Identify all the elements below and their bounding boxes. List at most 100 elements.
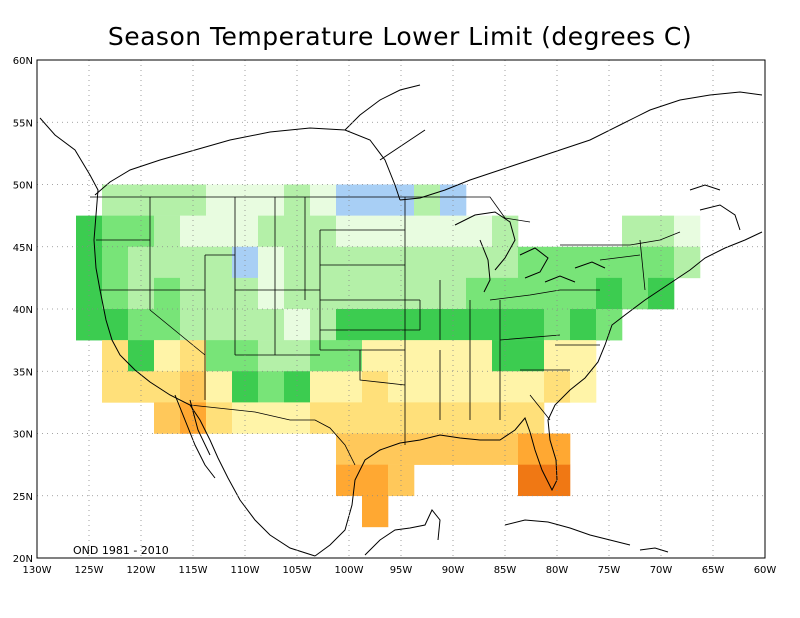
coastline-cuba	[504, 519, 631, 546]
data-cell	[206, 309, 233, 341]
longitude-label: 90W	[442, 565, 465, 576]
data-cell	[674, 215, 701, 248]
data-cell	[440, 277, 467, 310]
data-cell	[102, 184, 129, 216]
data-cell	[336, 246, 363, 279]
us-canada-border	[90, 196, 681, 246]
data-cell	[440, 246, 467, 279]
data-cell	[258, 371, 285, 403]
latitude-label: 60N	[13, 56, 33, 67]
coastline-hispaniola	[639, 547, 669, 553]
latitude-label: 55N	[13, 118, 33, 129]
data-cell	[440, 402, 467, 434]
data-cell	[570, 309, 597, 341]
data-cell	[362, 371, 389, 403]
data-cell	[206, 184, 233, 216]
data-cell	[154, 340, 181, 372]
data-cell	[154, 277, 181, 310]
data-cell	[544, 433, 571, 465]
data-cell	[310, 277, 337, 310]
data-cell	[310, 309, 337, 341]
data-cell	[102, 371, 129, 403]
longitude-label: 100W	[335, 565, 364, 576]
data-cell	[492, 433, 519, 465]
longitude-label: 105W	[283, 565, 312, 576]
latitude-label: 40N	[13, 305, 33, 316]
data-cell	[76, 246, 103, 279]
data-cell	[388, 402, 415, 434]
coastline-west	[39, 117, 316, 557]
coastlines	[39, 84, 763, 557]
longitude-label: 125W	[75, 565, 104, 576]
data-cell	[362, 184, 389, 216]
data-cell	[414, 371, 441, 403]
data-cell	[310, 184, 337, 216]
data-cell	[258, 277, 285, 310]
data-cell	[388, 246, 415, 279]
data-cell	[388, 371, 415, 403]
data-cell	[180, 371, 207, 403]
state-lines-west	[96, 197, 321, 400]
data-cell	[362, 309, 389, 341]
data-cell	[310, 215, 337, 248]
latitude-label: 25N	[13, 492, 33, 503]
data-cell	[336, 402, 363, 434]
state-lines-east	[489, 239, 646, 421]
longitude-label: 115W	[179, 565, 208, 576]
longitude-label: 110W	[231, 565, 260, 576]
data-cell	[596, 246, 623, 279]
data-cell	[440, 371, 467, 403]
graticule	[37, 60, 765, 558]
data-cell	[518, 464, 545, 497]
data-cell	[154, 309, 181, 341]
data-cell	[388, 277, 415, 310]
data-cell	[414, 184, 441, 216]
data-cell	[518, 402, 545, 434]
data-cell	[570, 277, 597, 310]
data-cell	[362, 340, 389, 372]
data-cell	[674, 246, 701, 279]
data-cell	[336, 433, 363, 465]
data-cell	[466, 215, 493, 248]
longitude-label: 60W	[754, 565, 777, 576]
longitude-label: 120W	[127, 565, 156, 576]
data-cell	[128, 371, 155, 403]
period-label: OND 1981 - 2010	[73, 544, 169, 557]
data-cell	[414, 246, 441, 279]
latitude-label: 30N	[13, 430, 33, 441]
latitude-label: 45N	[13, 243, 33, 254]
coastline-greatlakes	[454, 211, 606, 293]
data-cell	[258, 309, 285, 341]
data-cell	[310, 402, 337, 434]
data-cell	[518, 433, 545, 465]
longitude-label: 85W	[494, 565, 517, 576]
longitude-label: 65W	[702, 565, 725, 576]
data-cell	[362, 495, 389, 528]
data-cell	[206, 246, 233, 279]
data-cell	[232, 402, 259, 434]
longitude-label: 75W	[598, 565, 621, 576]
longitude-labels: 130W 125W 120W 115W 110W 105W 100W 95W 90W 85W 80W…	[23, 565, 777, 576]
map-frame	[36, 59, 766, 559]
data-cell	[414, 215, 441, 248]
data-cell	[362, 246, 389, 279]
data-cell	[518, 371, 545, 403]
data-cell	[206, 402, 233, 434]
data-cell	[102, 277, 129, 310]
data-cell	[440, 433, 467, 465]
data-cell	[310, 340, 337, 372]
coastline-hudson	[344, 84, 426, 161]
data-cell	[414, 433, 441, 465]
data-cell	[362, 464, 389, 497]
data-cell	[258, 340, 285, 372]
coastline-north	[94, 91, 763, 201]
longitude-label: 95W	[390, 565, 413, 576]
latitude-label: 20N	[13, 554, 33, 565]
data-cell	[362, 402, 389, 434]
latitude-label: 50N	[13, 181, 33, 192]
data-cell	[466, 433, 493, 465]
data-cell	[102, 215, 129, 248]
state-borders	[90, 196, 681, 466]
data-cell	[544, 277, 571, 310]
